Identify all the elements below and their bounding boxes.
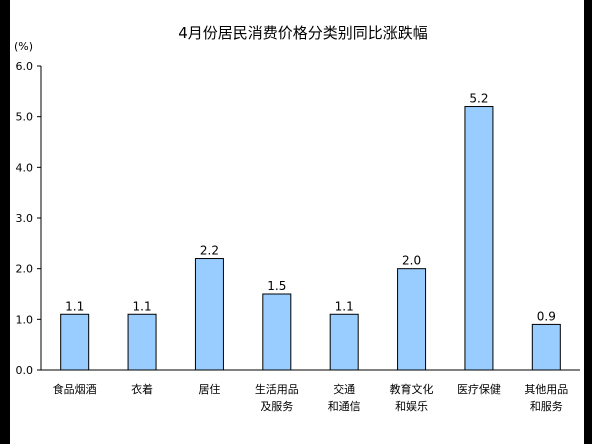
data-label: 1.5 bbox=[267, 279, 286, 293]
x-category-label: 居住 bbox=[198, 382, 220, 396]
y-tick-label: 5.0 bbox=[16, 111, 34, 124]
data-label: 1.1 bbox=[335, 299, 354, 313]
x-category-label: 医疗保健 bbox=[457, 382, 501, 396]
bar bbox=[194, 258, 224, 371]
x-category-label: 和服务 bbox=[530, 400, 563, 413]
bar bbox=[262, 293, 292, 371]
bar bbox=[329, 313, 359, 371]
x-category-label: 教育文化 bbox=[390, 382, 434, 396]
bar bbox=[464, 106, 494, 371]
x-category-label: 和娱乐 bbox=[395, 399, 428, 413]
bar-chart: 4月份居民消费价格分类别同比涨跌幅 (%) 0.0 1.0 2.0 3.0 4.0 5.0… bbox=[14, 24, 580, 413]
x-category-label: 其他用品 bbox=[524, 383, 568, 396]
y-axis-unit-label: (%) bbox=[14, 40, 33, 53]
data-labels: 1.1 1.1 2.2 1.5 1.1 2.0 5.2 0.9 bbox=[65, 92, 556, 324]
y-tick-label: 3.0 bbox=[16, 212, 34, 225]
bar bbox=[397, 268, 427, 371]
bar bbox=[531, 323, 561, 371]
y-axis-ticks: 0.0 1.0 2.0 3.0 4.0 5.0 6.0 bbox=[16, 60, 41, 377]
bar bbox=[60, 313, 90, 371]
x-category-label: 和通信 bbox=[328, 400, 361, 413]
bar bbox=[127, 313, 157, 371]
y-tick-label: 1.0 bbox=[16, 313, 34, 326]
bars bbox=[60, 106, 561, 371]
data-label: 2.0 bbox=[402, 254, 421, 268]
x-category-label: 交通 bbox=[333, 382, 355, 396]
y-tick-label: 0.0 bbox=[16, 364, 34, 377]
x-category-label: 生活用品 bbox=[255, 382, 299, 396]
chart-panel: 4月份居民消费价格分类别同比涨跌幅 (%) 0.0 1.0 2.0 3.0 4.0 5.0… bbox=[10, 0, 584, 444]
data-label: 2.2 bbox=[200, 244, 219, 258]
x-category-label: 衣着 bbox=[131, 382, 153, 396]
x-category-label: 食品烟酒 bbox=[53, 382, 97, 396]
data-label: 1.1 bbox=[133, 299, 152, 313]
x-category-label: 及服务 bbox=[260, 400, 293, 413]
y-tick-label: 4.0 bbox=[16, 161, 34, 174]
y-tick-label: 6.0 bbox=[16, 60, 34, 73]
data-label: 0.9 bbox=[537, 309, 556, 323]
y-tick-label: 2.0 bbox=[16, 263, 34, 276]
data-label: 1.1 bbox=[65, 299, 84, 313]
data-label: 5.2 bbox=[469, 92, 488, 106]
chart-title: 4月份居民消费价格分类别同比涨跌幅 bbox=[178, 24, 428, 42]
